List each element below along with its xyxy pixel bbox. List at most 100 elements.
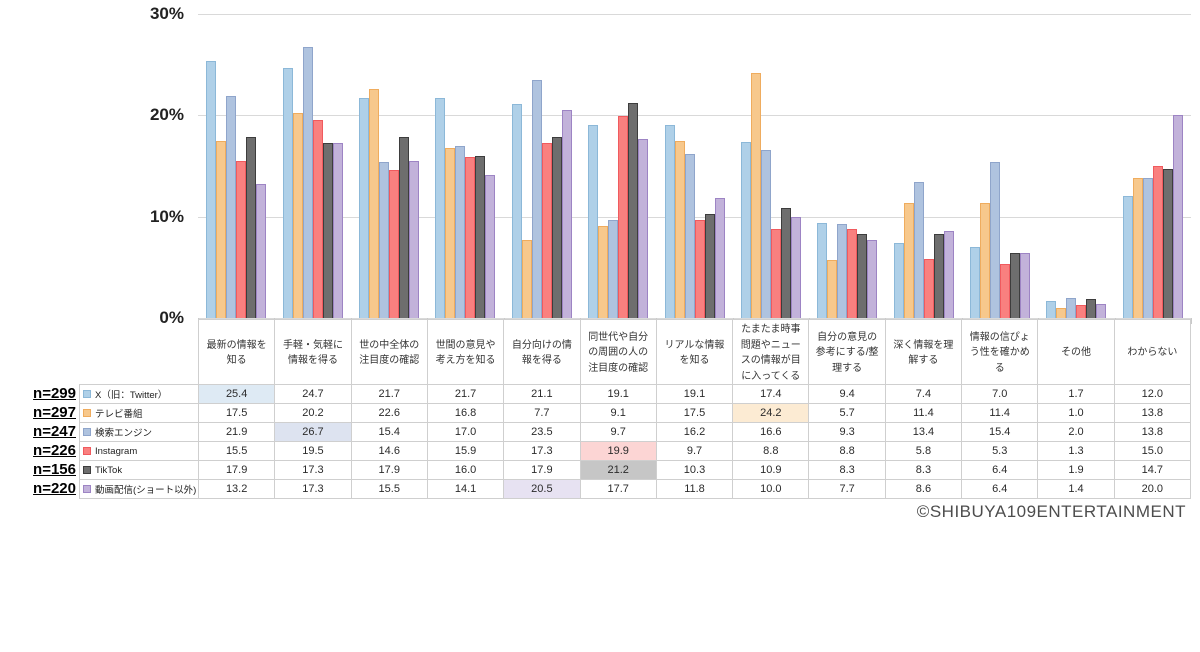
value-cell: 13.8 — [1114, 423, 1190, 441]
category-header-cell: 世間の意見や考え方を知る — [427, 320, 504, 386]
value-cell: 17.4 — [733, 385, 809, 403]
bar — [292, 113, 303, 318]
value-cell: 10.9 — [733, 461, 809, 479]
bar — [598, 225, 609, 318]
value-cell: 17.9 — [199, 461, 275, 479]
bar — [618, 116, 629, 318]
bar — [541, 142, 552, 318]
category-header-cell: 同世代や自分の周囲の人の注目度の確認 — [580, 320, 656, 386]
category-header-cell: 深く情報を理解する — [885, 320, 962, 386]
value-cell: 8.3 — [885, 461, 962, 479]
bar — [1096, 303, 1107, 318]
bar — [770, 228, 781, 318]
bar — [332, 142, 343, 318]
value-cell: 16.8 — [427, 404, 504, 422]
sample-size-column: n=299 n=297 n=247 n=226 n=156 n=220 — [12, 384, 76, 498]
bar — [511, 104, 522, 318]
bar — [1076, 304, 1087, 318]
bar — [1000, 264, 1011, 318]
y-axis-tick-label: 0% — [159, 308, 184, 327]
legend-cell: X（旧：Twitter） — [80, 385, 198, 403]
bar — [628, 103, 639, 318]
series-name-label: テレビ番組 — [95, 409, 143, 420]
bar — [790, 216, 801, 318]
bar — [358, 98, 369, 318]
bar — [561, 110, 572, 318]
category-header-cell: たまたま時事問題やニュースの情報が目に入ってくる — [733, 320, 809, 386]
value-cell: 15.5 — [351, 480, 427, 498]
value-cell: 20.5 — [504, 480, 580, 498]
bar — [398, 136, 409, 318]
bar — [608, 219, 619, 318]
value-cell: 9.1 — [580, 404, 656, 422]
value-cell: 5.3 — [962, 442, 1038, 460]
category-header-cell: 自分向けの情報を得る — [504, 320, 580, 386]
bar — [1152, 166, 1163, 318]
bar — [216, 140, 227, 318]
bar — [990, 161, 1001, 318]
value-cell: 7.4 — [885, 385, 962, 403]
bar — [445, 147, 456, 318]
plot-area: 30% 20% 10% 0% — [150, 4, 1191, 327]
value-cell: 15.4 — [351, 423, 427, 441]
value-cell: 23.5 — [504, 423, 580, 441]
bar — [256, 184, 267, 318]
sample-size-label: n=156 — [33, 461, 76, 478]
value-cell: 21.7 — [351, 385, 427, 403]
value-cell: 21.7 — [427, 385, 504, 403]
value-cell: 17.3 — [275, 480, 351, 498]
bar — [980, 202, 991, 318]
value-cell: 15.4 — [962, 423, 1038, 441]
bar — [312, 120, 323, 318]
data-table: X（旧：Twitter） 25.4 24.7 21.7 21.7 21.1 19.1 19.1… — [79, 384, 1191, 499]
bar — [943, 230, 954, 318]
value-cell: 22.6 — [351, 404, 427, 422]
value-cell: 20.2 — [275, 404, 351, 422]
bar — [246, 136, 257, 318]
bar-group — [809, 14, 885, 318]
gridline — [198, 115, 1191, 117]
value-cell: 11.4 — [885, 404, 962, 422]
legend-cell: テレビ番組 — [80, 404, 198, 422]
value-cell: 15.9 — [427, 442, 504, 460]
value-cell: 12.0 — [1114, 385, 1190, 403]
value-cell: 16.0 — [427, 461, 504, 479]
value-cell: 10.0 — [733, 480, 809, 498]
sample-size-label: n=299 — [33, 385, 76, 402]
bar — [694, 219, 705, 318]
value-cell: 16.2 — [656, 423, 733, 441]
bar — [1046, 300, 1057, 318]
bar — [1122, 196, 1133, 318]
bar — [551, 136, 562, 318]
bar-group — [351, 14, 427, 318]
bar — [970, 247, 981, 318]
category-header-cell: リアルな情報を知る — [656, 320, 733, 386]
value-cell: 24.7 — [275, 385, 351, 403]
value-cell: 17.0 — [427, 423, 504, 441]
value-cell: 8.6 — [885, 480, 962, 498]
value-cell: 1.9 — [1038, 461, 1114, 479]
bar — [714, 198, 725, 318]
category-header-cell: わからない — [1114, 320, 1190, 386]
bar — [388, 170, 399, 318]
bar — [893, 243, 904, 318]
bar-group — [886, 14, 962, 318]
bar — [704, 213, 715, 318]
bar — [485, 175, 496, 318]
value-cell: 19.1 — [580, 385, 656, 403]
bar — [475, 155, 486, 318]
bar — [1172, 115, 1183, 318]
legend-cell: Instagram — [80, 442, 198, 460]
value-cell: 13.8 — [1114, 404, 1190, 422]
value-cell: 5.8 — [885, 442, 962, 460]
bar — [1066, 297, 1077, 318]
bar — [913, 182, 924, 318]
category-header-cell: 最新の情報を知る — [199, 320, 275, 386]
value-cell: 17.5 — [199, 404, 275, 422]
value-cell: 1.7 — [1038, 385, 1114, 403]
value-cell: 15.5 — [199, 442, 275, 460]
bar — [684, 153, 695, 318]
category-header-cell: その他 — [1038, 320, 1114, 386]
bar — [837, 223, 848, 318]
value-cell: 21.2 — [580, 461, 656, 479]
